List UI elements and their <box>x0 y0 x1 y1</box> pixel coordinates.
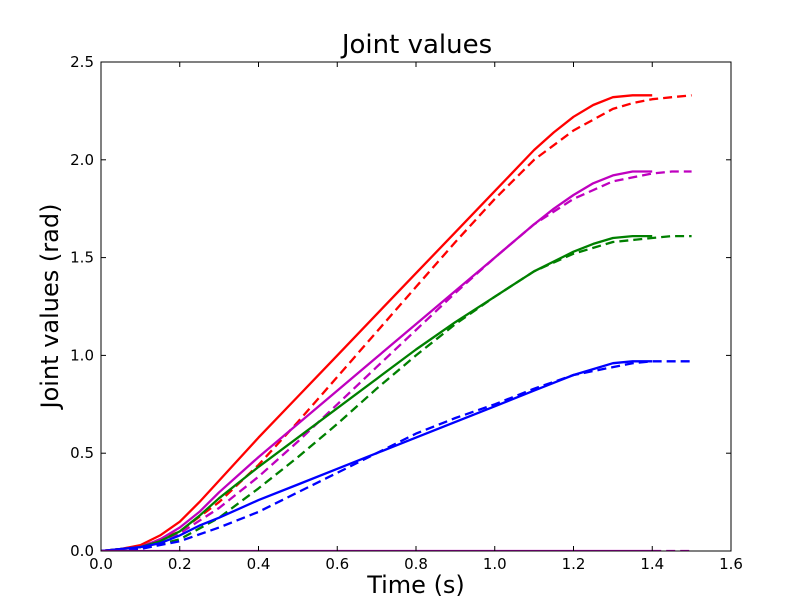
y-tick-label: 1.5 <box>70 249 94 267</box>
y-tick-label: 0.0 <box>70 542 94 560</box>
plot-area: 0.0 0.2 0.4 0.6 0.8 1.0 1.2 1.4 1.6 0.0 0.5 1.0 1.5 2… <box>70 53 743 573</box>
series-line-3 <box>101 170 653 551</box>
x-tick-label: 0.0 <box>89 555 113 573</box>
x-tick-label: 0.4 <box>247 555 271 573</box>
x-tick-label: 1.4 <box>640 555 664 573</box>
x-tick-label: 0.6 <box>325 555 349 573</box>
y-tick-label: 0.5 <box>70 444 94 462</box>
x-tick-label: 1.6 <box>719 555 743 573</box>
series-line-7 <box>101 360 653 551</box>
y-tick-label: 1.0 <box>70 346 94 364</box>
series-line-8 <box>101 360 692 551</box>
series-line-2 <box>101 94 692 551</box>
series-line-4 <box>101 170 692 551</box>
y-axis-label: Joint values (rad) <box>36 204 64 411</box>
plot-frame <box>100 61 732 552</box>
x-tick-label: 1.2 <box>562 555 586 573</box>
series-line-5 <box>101 234 653 551</box>
x-tick-label: 0.8 <box>404 555 428 573</box>
y-tick-label: 2.0 <box>70 151 94 169</box>
y-tick-label: 2.5 <box>70 53 94 71</box>
series-line-1 <box>101 94 653 551</box>
x-axis-label: Time (s) <box>366 571 465 599</box>
series-line-6 <box>101 234 692 551</box>
x-tick-label: 0.2 <box>168 555 192 573</box>
chart-title: Joint values <box>340 30 492 60</box>
x-tick-label: 1.0 <box>483 555 507 573</box>
